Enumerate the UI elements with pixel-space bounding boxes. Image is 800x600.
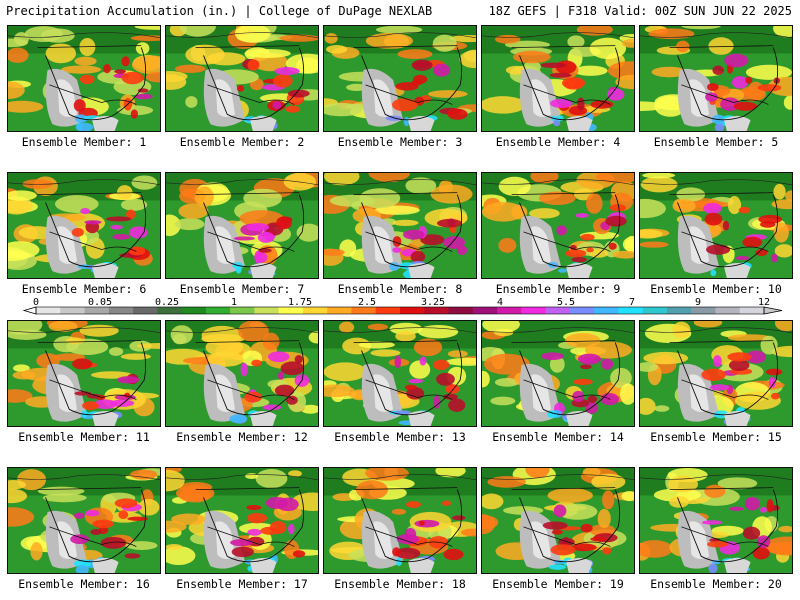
colorbar-tick-label: 1	[231, 297, 237, 308]
colorbar-swatch	[594, 307, 619, 314]
ensemble-member-map	[323, 467, 477, 574]
ensemble-member-map	[165, 25, 319, 132]
ensemble-member-map	[323, 172, 477, 279]
map-title: Precipitation Accumulation (in.) | Colle…	[6, 4, 433, 18]
colorbar-swatch	[424, 307, 449, 314]
colorbar-swatch	[302, 307, 328, 314]
colorbar-min-arrow	[22, 306, 37, 315]
colorbar-swatch	[618, 307, 644, 314]
colorbar-tick-label: 2.5	[358, 297, 376, 308]
colorbar-swatch	[569, 307, 595, 314]
ensemble-member-map	[323, 320, 477, 427]
ensemble-member-map	[7, 467, 161, 574]
ensemble-member-map	[481, 320, 635, 427]
colorbar-tick-label: 0	[33, 297, 39, 308]
colorbar-swatch	[351, 307, 377, 314]
ensemble-member-map	[639, 467, 793, 574]
ensemble-member-map	[639, 172, 793, 279]
ensemble-member-caption: Ensemble Member: 17	[176, 577, 308, 591]
colorbar-swatch	[230, 307, 255, 314]
ensemble-member-caption: Ensemble Member: 3	[337, 135, 463, 149]
colorbar-tick-label: 0.25	[155, 297, 179, 308]
ensemble-member-caption: Ensemble Member: 2	[179, 135, 305, 149]
colorbar-swatch	[36, 307, 61, 314]
ensemble-member-map	[7, 172, 161, 279]
ensemble-member-caption: Ensemble Member: 15	[650, 430, 782, 444]
colorbar-swatch	[691, 307, 716, 314]
ensemble-member-caption: Ensemble Member: 20	[650, 577, 782, 591]
colorbar-swatch	[327, 307, 352, 314]
colorbar-swatch	[205, 307, 231, 314]
ensemble-member-map	[481, 172, 635, 279]
ensemble-member-caption: Ensemble Member: 4	[495, 135, 621, 149]
ensemble-member-caption: Ensemble Member: 18	[334, 577, 466, 591]
precipitation-colorbar: 0 0.05 0.25 1 1.75 2.5 3.25 4 5.5 7 9 12	[22, 297, 783, 315]
ensemble-member-map	[481, 25, 635, 132]
colorbar-swatch	[642, 307, 668, 314]
ensemble-member-caption: Ensemble Member: 6	[21, 282, 147, 296]
colorbar-swatch	[108, 307, 134, 314]
colorbar-swatch	[133, 307, 158, 314]
colorbar-swatch	[666, 307, 692, 314]
colorbar-swatch	[472, 307, 498, 314]
ensemble-member-map	[7, 320, 161, 427]
ensemble-member-map	[7, 25, 161, 132]
ensemble-member-caption: Ensemble Member: 9	[495, 282, 621, 296]
colorbar-swatch	[400, 307, 425, 314]
ensemble-member-caption: Ensemble Member: 8	[337, 282, 463, 296]
ensemble-member-map	[165, 320, 319, 427]
colorbar-swatch	[181, 307, 207, 314]
colorbar-swatch	[521, 307, 546, 314]
colorbar-swatch	[545, 307, 571, 314]
ensemble-member-caption: Ensemble Member: 10	[650, 282, 782, 296]
ensemble-member-map	[639, 320, 793, 427]
ensemble-member-caption: Ensemble Member: 1	[21, 135, 147, 149]
ensemble-member-caption: Ensemble Member: 19	[492, 577, 624, 591]
colorbar-tick-label: 4	[497, 297, 503, 308]
colorbar-swatch	[448, 307, 474, 314]
colorbar-tick-label: 3.25	[421, 297, 445, 308]
colorbar-tick-label: 7	[629, 297, 635, 308]
colorbar-swatch	[375, 307, 401, 314]
colorbar-max-arrow	[763, 306, 783, 315]
ensemble-member-caption: Ensemble Member: 11	[18, 430, 150, 444]
ensemble-member-map	[165, 467, 319, 574]
run-valid-time: 18Z GEFS | F318 Valid: 00Z SUN JUN 22 20…	[488, 4, 792, 18]
ensemble-member-map	[323, 25, 477, 132]
ensemble-member-caption: Ensemble Member: 14	[492, 430, 624, 444]
ensemble-member-map	[639, 25, 793, 132]
colorbar-swatch	[157, 307, 182, 314]
ensemble-member-caption: Ensemble Member: 16	[18, 577, 150, 591]
ensemble-member-map	[165, 172, 319, 279]
ensemble-member-map	[481, 467, 635, 574]
colorbar-tick-label: 5.5	[557, 297, 575, 308]
ensemble-member-caption: Ensemble Member: 5	[653, 135, 779, 149]
colorbar-swatch	[497, 307, 522, 314]
colorbar-swatch	[715, 307, 741, 314]
colorbar-tick-label: 12	[758, 297, 770, 308]
ensemble-member-caption: Ensemble Member: 13	[334, 430, 466, 444]
colorbar-tick-label: 0.05	[88, 297, 112, 308]
colorbar-tick-label: 9	[695, 297, 701, 308]
colorbar-swatch	[254, 307, 280, 314]
colorbar-tick-label: 1.75	[288, 297, 312, 308]
colorbar-swatch	[739, 307, 765, 314]
colorbar-swatch	[60, 307, 85, 314]
colorbar-swatch	[278, 307, 304, 314]
colorbar-swatch	[84, 307, 110, 314]
ensemble-member-caption: Ensemble Member: 12	[176, 430, 308, 444]
ensemble-member-caption: Ensemble Member: 7	[179, 282, 305, 296]
